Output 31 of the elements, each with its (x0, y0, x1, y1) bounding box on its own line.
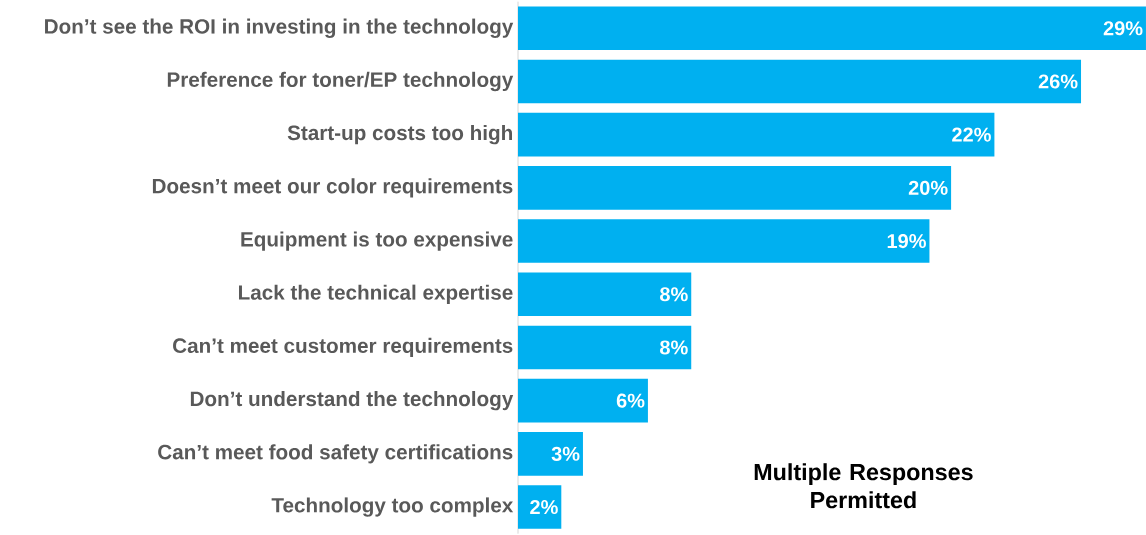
bar (518, 219, 930, 263)
data-label: 26% (1038, 74, 1078, 89)
bar (518, 432, 583, 476)
bar (518, 59, 1082, 104)
data-label: 19% (887, 233, 926, 249)
annotation: Multiple Responses Permitted (754, 463, 973, 509)
data-label: 3% (551, 446, 580, 461)
bar (518, 272, 692, 317)
data-label: 20% (908, 180, 948, 195)
bar (518, 378, 648, 423)
y-tick-label: Doesn’t meet our color requirements (152, 178, 513, 198)
bar (518, 6, 1146, 51)
y-tick-label: Can’t meet customer requirements (173, 337, 513, 358)
bar (518, 485, 562, 529)
y-tick-label: Lack the technical expertise (238, 284, 513, 304)
y-tick-label: Don’t see the ROI in investing in the technology (45, 18, 514, 38)
y-tick-label: Can’t meet food safety certifications (158, 444, 513, 464)
y-tick-label: Equipment is too expensive (241, 231, 513, 251)
bar (518, 166, 952, 210)
data-label: 2% (530, 499, 558, 515)
data-label: 8% (660, 340, 688, 355)
y-tick-label: Preference for toner/EP technology (167, 71, 514, 92)
data-label: 22% (952, 127, 991, 142)
data-label: 29% (1103, 21, 1143, 36)
bar (518, 112, 995, 157)
data-label: 8% (660, 287, 688, 302)
data-label: 6% (616, 393, 645, 408)
y-tick-label: Start-up costs too high (287, 124, 512, 145)
y-tick-label: Technology too complex (271, 497, 514, 517)
bar (518, 325, 692, 370)
y-tick-label: Don’t understand the technology (190, 390, 514, 411)
